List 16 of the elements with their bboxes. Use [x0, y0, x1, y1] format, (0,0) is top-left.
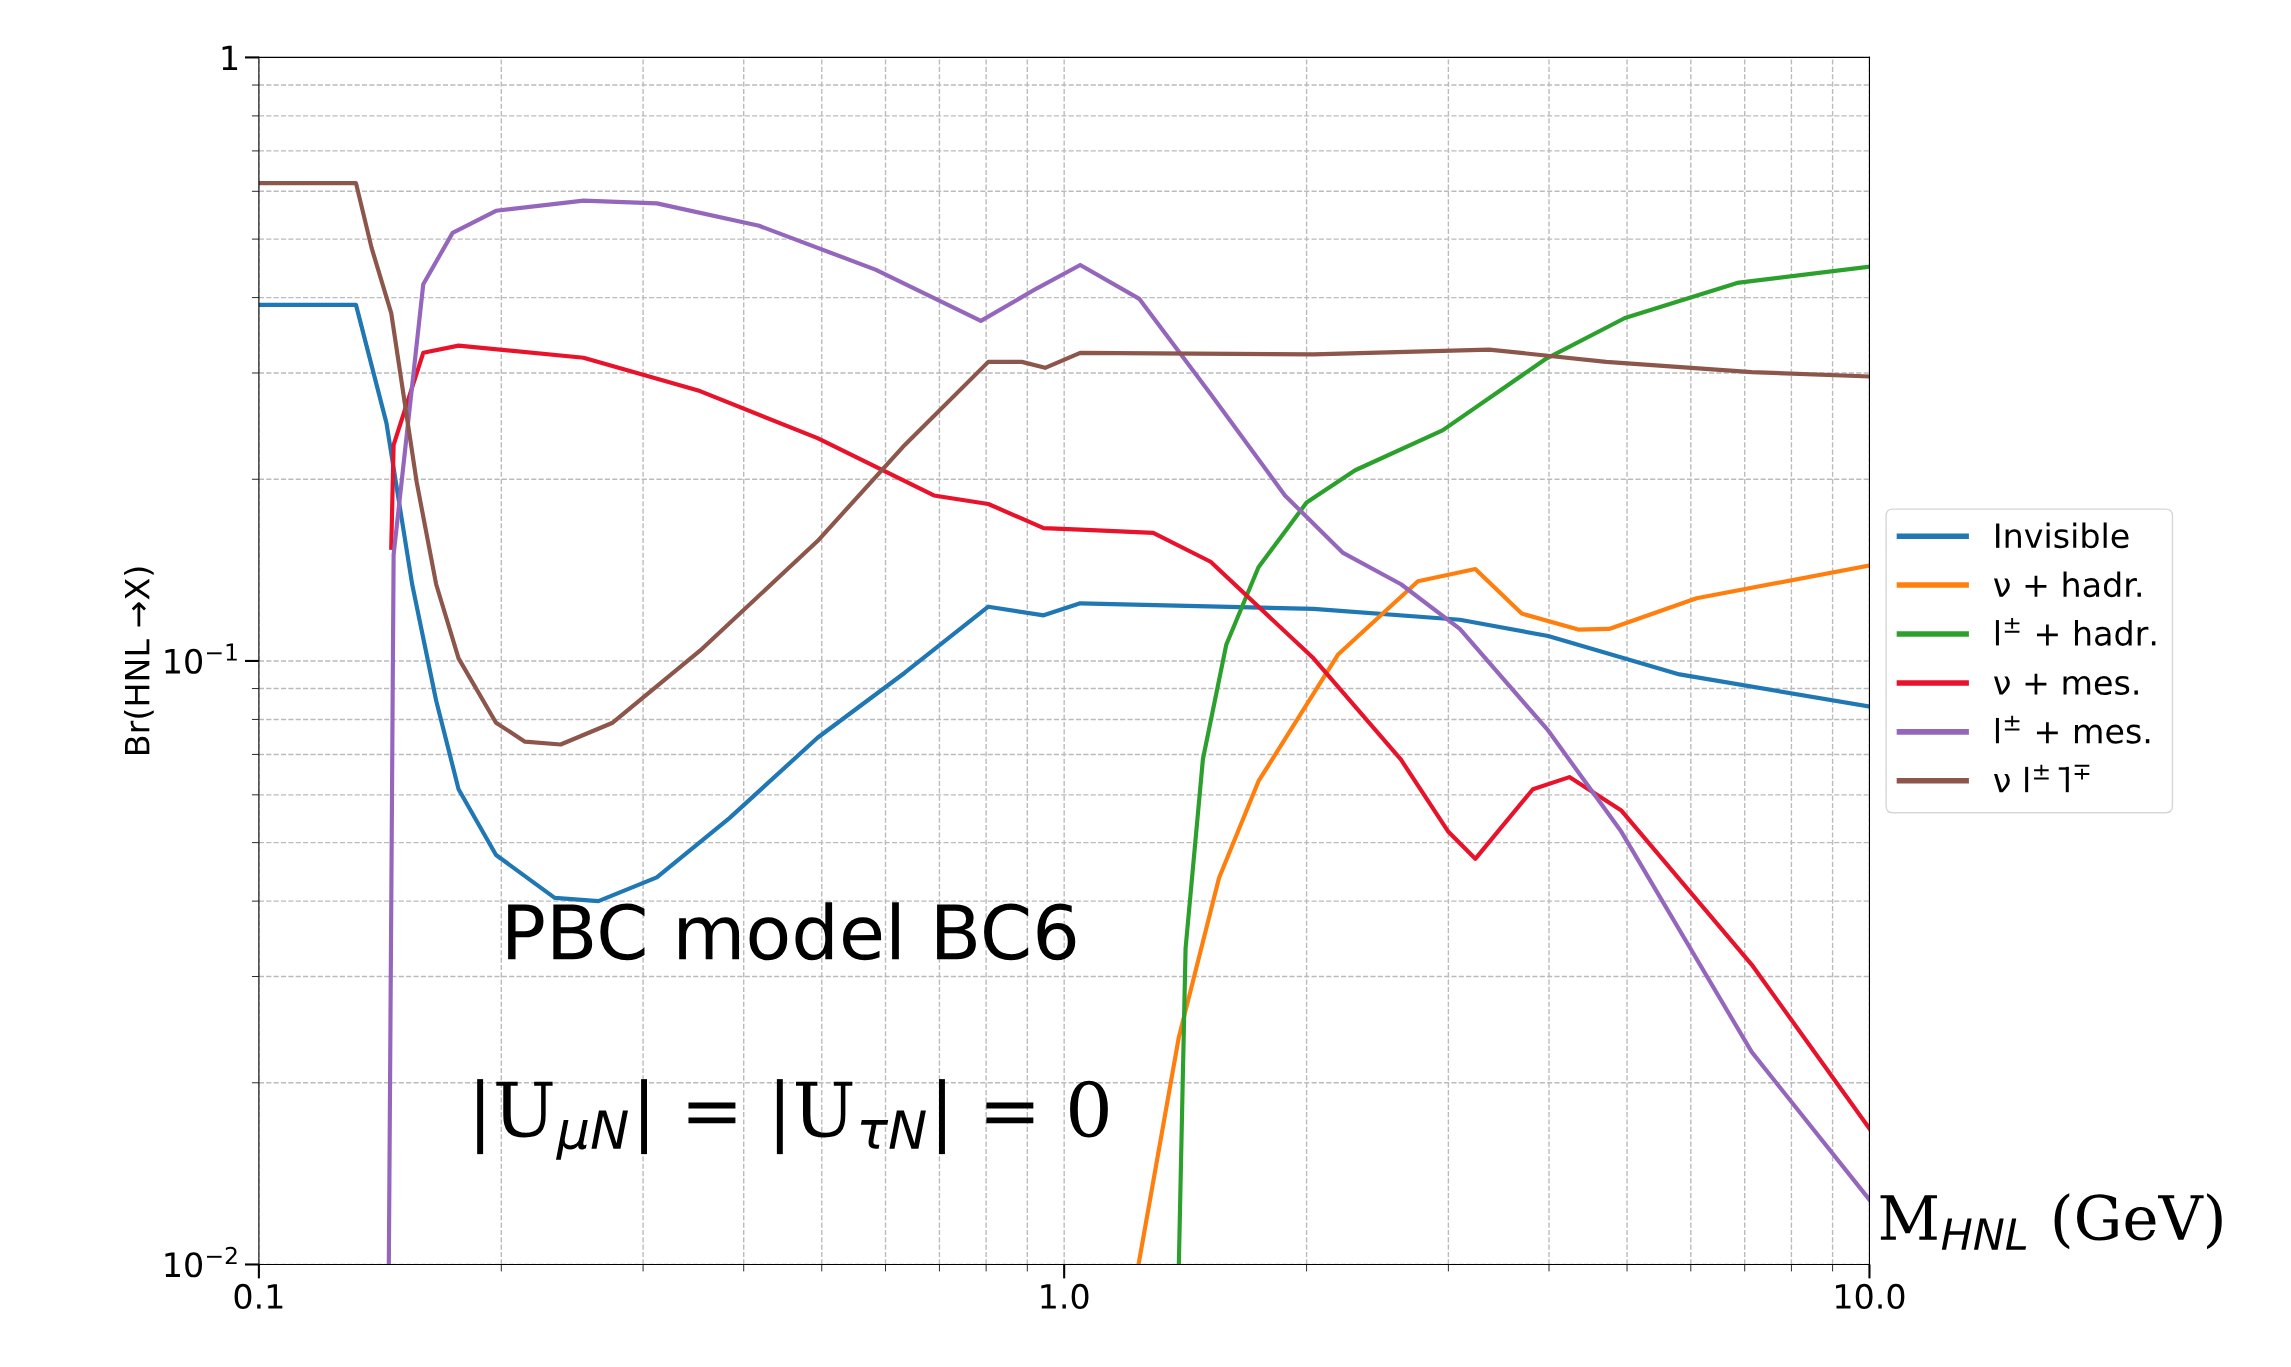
- annotation: |U$_{μN}$| = |U$_{τN}$| = 0: [477, 1079, 1108, 1160]
- x-tick-label: 0.1: [234, 1283, 283, 1310]
- y-tick-label: 1: [222, 45, 238, 71]
- x-tick-label: 10.0: [1836, 1283, 1905, 1310]
- x-axis-title: M$_{HNL}$ (GeV): [1880, 1193, 2222, 1250]
- legend-label: ν l$^{±}$ l̄$^{∓}$: [1993, 764, 2090, 793]
- legend-label: ν + mes.: [1993, 673, 2138, 696]
- legend-label: Invisible: [1996, 522, 2129, 549]
- y-tick-label: 10$^{−1}$: [165, 643, 237, 674]
- legend-label: l$^{±}$ + hadr.: [1995, 618, 2156, 646]
- y-tick-label: 10$^{−2}$: [165, 1246, 237, 1278]
- legend-label: l$^{±}$ + mes.: [1995, 715, 2150, 744]
- legend-label: ν + hadr.: [1993, 571, 2141, 598]
- x-tick-label: 1.0: [1041, 1283, 1089, 1310]
- annotation: PBC model BC6: [508, 902, 1076, 961]
- y-axis-title: Br(HNL →X): [124, 567, 154, 754]
